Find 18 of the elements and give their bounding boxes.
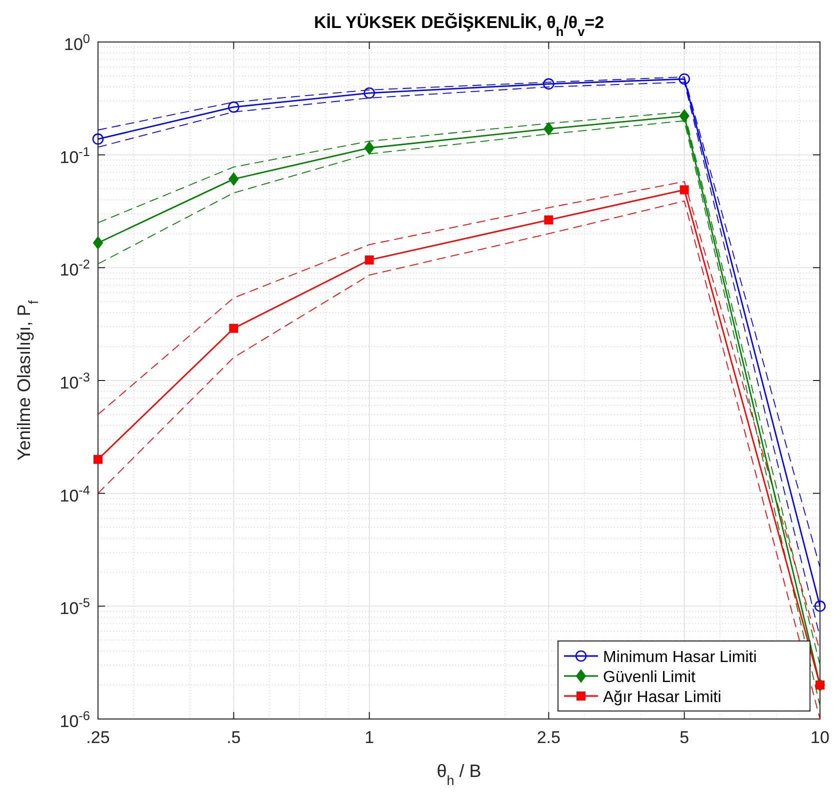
legend-label: Minimum Hasar Limiti [603, 649, 757, 666]
y-tick-label: 10$^{-2}$ [60, 256, 90, 280]
x-tick-label: .25 [86, 728, 110, 747]
chart-title: KİL YÜKSEK DEĞİŞKENLİK, θ$_{h}$/θ$_{v}$=2 [314, 12, 604, 38]
x-axis-title: θ$_{h}$ / B [436, 761, 482, 788]
x-tick-label: 10 [810, 728, 830, 747]
y-tick-label: 10$^{-6}$ [60, 708, 90, 731]
y-tick-label: 10$^{-5}$ [60, 594, 90, 618]
y-tick-label: 10$^{-1}$ [60, 143, 90, 167]
y-tick-label: 10$^{-4}$ [60, 482, 90, 506]
x-tick-label: .5 [226, 728, 241, 747]
x-tick-label: 2.5 [536, 728, 560, 747]
legend-label: Güvenli Limit [603, 669, 696, 686]
legend-label: Ağır Hasar Limiti [603, 689, 722, 706]
x-tick-label: 5 [680, 728, 690, 747]
x-tick-label: 1 [364, 728, 374, 747]
y-tick-label: 10$^{0}$ [64, 30, 90, 54]
y-tick-label: 10$^{-3}$ [60, 369, 90, 392]
